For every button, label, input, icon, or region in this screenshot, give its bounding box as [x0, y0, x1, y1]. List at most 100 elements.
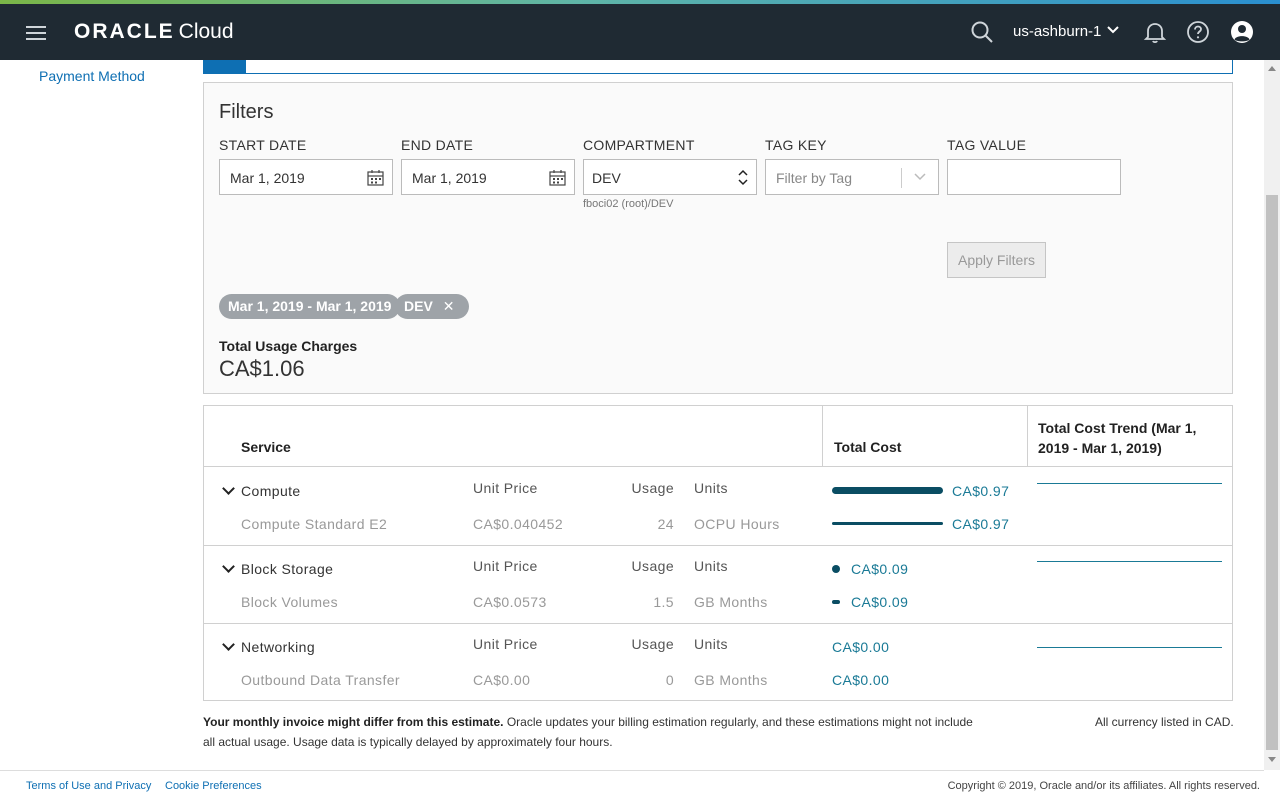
- units-header: Units: [694, 480, 728, 496]
- oracle-cloud-logo[interactable]: ORACLE Cloud: [74, 20, 234, 44]
- line-item-usage: 0: [665, 672, 674, 688]
- cookie-preferences-link[interactable]: Cookie Preferences: [165, 780, 262, 792]
- filters-panel: Filters START DATE Mar 1, 2019 END DATE …: [203, 82, 1233, 394]
- line-item-unit-price: CA$0.00: [473, 672, 531, 688]
- bell-icon[interactable]: [1143, 20, 1167, 44]
- chevron-down-icon[interactable]: [222, 560, 235, 573]
- cost-trend-line: [1037, 561, 1222, 562]
- start-date-label: START DATE: [219, 137, 307, 153]
- line-item-usage: 1.5: [653, 594, 674, 610]
- cost-bar: [832, 565, 840, 573]
- line-item-cost: CA$0.09: [851, 594, 909, 610]
- service-total-cost: CA$0.09: [851, 561, 909, 577]
- compartment-path: fboci02 (root)/DEV: [583, 198, 674, 210]
- service-name[interactable]: Networking: [241, 639, 316, 655]
- service-column-header: Service: [241, 439, 291, 455]
- column-divider: [1027, 406, 1028, 467]
- brand-name: ORACLE: [74, 20, 175, 43]
- terms-link[interactable]: Terms of Use and Privacy: [26, 780, 152, 792]
- usage-header: Usage: [631, 480, 674, 496]
- end-date-value: Mar 1, 2019: [412, 170, 487, 186]
- column-divider: [822, 406, 823, 467]
- cost-bar: [832, 600, 840, 604]
- unit-price-header: Unit Price: [473, 558, 538, 574]
- line-item-units: GB Months: [694, 672, 768, 688]
- units-header: Units: [694, 558, 728, 574]
- active-tab-indicator[interactable]: [204, 60, 246, 73]
- usage-table: Service Total Cost Total Cost Trend (Mar…: [203, 405, 1233, 701]
- tag-value-input[interactable]: [947, 159, 1121, 195]
- cost-trend-line: [1037, 483, 1222, 484]
- total-usage-value: CA$1.06: [219, 356, 305, 381]
- payment-method-link[interactable]: Payment Method: [39, 68, 145, 84]
- cost-trend-column-header: Total Cost Trend (Mar 1, 2019 - Mar 1, 2…: [1038, 420, 1197, 456]
- scroll-up-arrow[interactable]: [1268, 66, 1276, 71]
- start-date-input[interactable]: Mar 1, 2019: [219, 159, 393, 195]
- cost-bar: [832, 487, 943, 494]
- estimate-disclaimer-bold: Your monthly invoice might differ from t…: [203, 715, 504, 729]
- line-item-name: Compute Standard E2: [241, 516, 388, 532]
- service-total-cost: CA$0.97: [952, 483, 1010, 499]
- close-icon[interactable]: ✕: [442, 298, 455, 314]
- region-label: us-ashburn-1: [1013, 23, 1102, 40]
- chevron-down-icon[interactable]: [222, 482, 235, 495]
- compartment-chip: DEV ✕: [395, 294, 469, 319]
- apply-filters-button[interactable]: Apply Filters: [947, 242, 1046, 278]
- cost-bar: [832, 522, 943, 525]
- help-icon[interactable]: [1186, 20, 1210, 44]
- service-name[interactable]: Block Storage: [241, 561, 334, 577]
- sort-arrows-icon: [738, 169, 748, 186]
- select-divider: [901, 168, 902, 188]
- compartment-value: DEV: [592, 170, 621, 186]
- header-divider: [204, 466, 1232, 467]
- end-date-input[interactable]: Mar 1, 2019: [401, 159, 575, 195]
- chevron-down-icon[interactable]: [914, 173, 926, 181]
- chevron-down-icon: [1107, 26, 1120, 34]
- line-item-name: Outbound Data Transfer: [241, 672, 400, 688]
- region-selector[interactable]: us-ashburn-1: [1013, 23, 1120, 40]
- usage-header: Usage: [631, 558, 674, 574]
- cost-trend-line: [1037, 647, 1222, 648]
- calendar-icon[interactable]: [549, 169, 566, 186]
- line-item-name: Block Volumes: [241, 594, 339, 610]
- top-navigation-bar: ORACLE Cloud us-ashburn-1: [0, 4, 1280, 60]
- line-item-unit-price: CA$0.0573: [473, 594, 547, 610]
- compartment-chip-label: DEV: [404, 298, 433, 314]
- currency-note: All currency listed in CAD.: [1095, 715, 1234, 729]
- units-header: Units: [694, 636, 728, 652]
- tag-key-placeholder: Filter by Tag: [776, 170, 852, 186]
- user-icon[interactable]: [1230, 20, 1254, 44]
- copyright-text: Copyright © 2019, Oracle and/or its affi…: [947, 780, 1260, 792]
- line-item-units: OCPU Hours: [694, 516, 780, 532]
- scrollbar-thumb[interactable]: [1266, 195, 1278, 750]
- tag-value-label: TAG VALUE: [947, 137, 1027, 153]
- compartment-select[interactable]: DEV: [583, 159, 757, 195]
- unit-price-header: Unit Price: [473, 480, 538, 496]
- chevron-down-icon[interactable]: [222, 638, 235, 651]
- estimate-disclaimer-text: Oracle updates your billing estimation r…: [203, 715, 973, 749]
- service-total-cost: CA$0.00: [832, 639, 890, 655]
- tab-strip: [203, 60, 1233, 74]
- line-item-cost: CA$0.00: [832, 672, 890, 688]
- date-range-chip: Mar 1, 2019 - Mar 1, 2019: [219, 294, 401, 319]
- service-name[interactable]: Compute: [241, 483, 301, 499]
- filters-title: Filters: [219, 101, 274, 123]
- tag-key-input[interactable]: Filter by Tag: [765, 159, 939, 195]
- top-accent-stripe: [0, 0, 1280, 4]
- tag-key-label: TAG KEY: [765, 137, 827, 153]
- scroll-down-arrow[interactable]: [1268, 757, 1276, 762]
- page-scrollbar[interactable]: [1264, 60, 1280, 770]
- line-item-cost: CA$0.97: [952, 516, 1010, 532]
- calendar-icon[interactable]: [367, 169, 384, 186]
- menu-icon[interactable]: [26, 26, 46, 40]
- date-range-chip-label: Mar 1, 2019 - Mar 1, 2019: [228, 298, 392, 314]
- line-item-usage: 24: [657, 516, 674, 532]
- unit-price-header: Unit Price: [473, 636, 538, 652]
- product-name: Cloud: [178, 20, 234, 43]
- page-footer: Terms of Use and Privacy Cookie Preferen…: [0, 770, 1264, 800]
- group-divider: [204, 545, 1232, 546]
- search-icon[interactable]: [970, 20, 994, 44]
- line-item-units: GB Months: [694, 594, 768, 610]
- total-cost-column-header: Total Cost: [834, 439, 902, 455]
- group-divider: [204, 623, 1232, 624]
